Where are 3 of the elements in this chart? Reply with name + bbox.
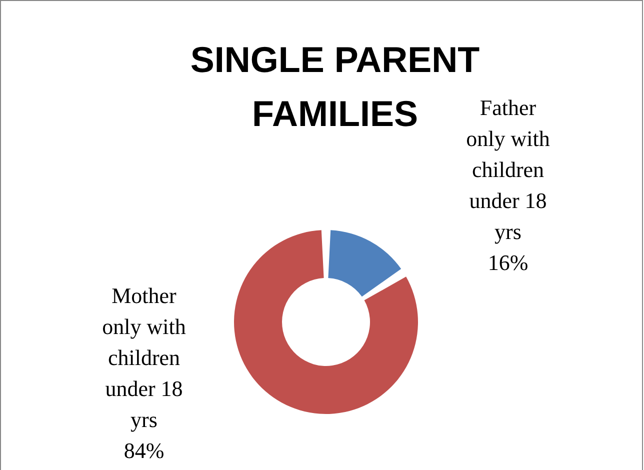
data-label: 16% bbox=[488, 250, 528, 275]
slice-label: Mother only with children under 18 yrs bbox=[102, 283, 186, 432]
data-label: 84% bbox=[124, 438, 164, 463]
